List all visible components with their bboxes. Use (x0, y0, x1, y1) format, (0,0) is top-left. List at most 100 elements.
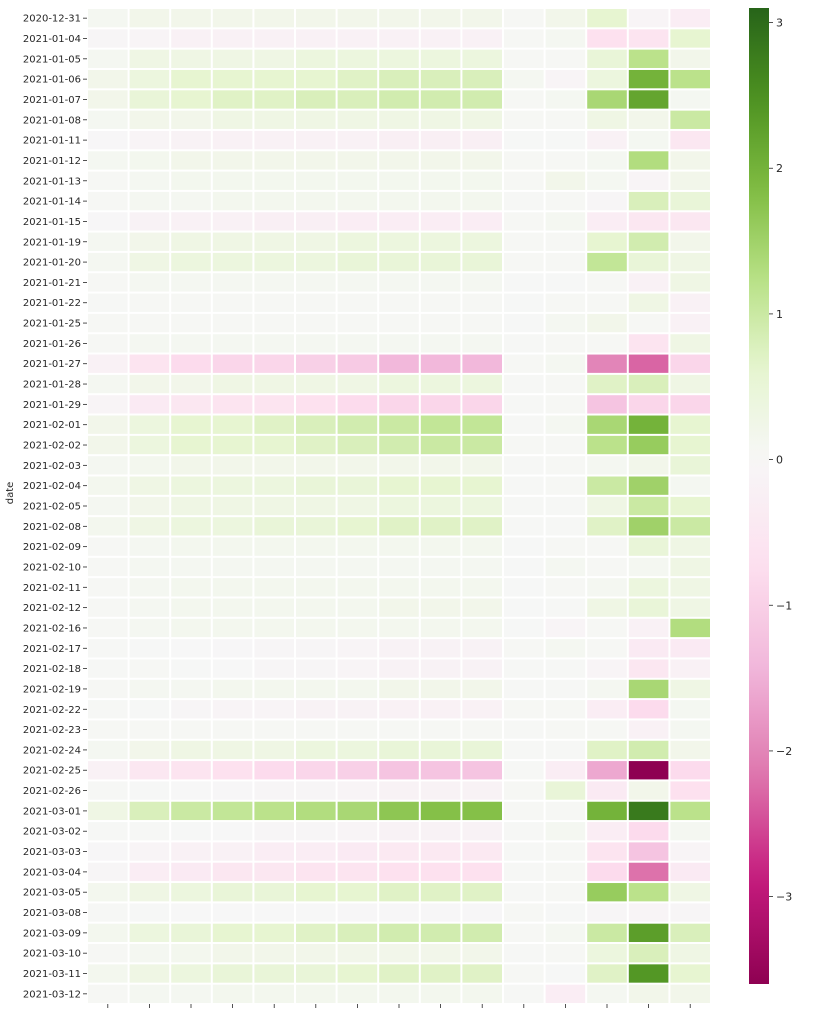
heatmap-cell (212, 496, 253, 516)
heatmap-cell (337, 354, 378, 373)
heatmap-cell (628, 984, 669, 1003)
heatmap-cell (462, 334, 502, 353)
heatmap-cell (628, 90, 669, 109)
heatmap-cell (420, 700, 461, 719)
heatmap-cell (462, 151, 502, 170)
heatmap-cell (545, 578, 586, 597)
heatmap-cell (337, 191, 378, 211)
heatmap-cell (587, 293, 627, 312)
heatmap-cell (670, 334, 710, 353)
heatmap-cell (296, 496, 336, 516)
heatmap-cell (88, 578, 128, 597)
heatmap-cell (628, 883, 669, 902)
heatmap-cell (171, 618, 211, 638)
heatmap-cell (628, 598, 669, 617)
heatmap-cell (129, 415, 170, 434)
y-tick-label: 2021-02-22 (23, 705, 81, 716)
y-tick-label: 2021-02-17 (23, 644, 81, 655)
heatmap-cell (129, 883, 170, 902)
heatmap-cell (462, 659, 502, 678)
heatmap-cell (670, 903, 710, 922)
heatmap-cell (337, 517, 378, 536)
heatmap-cell (212, 883, 253, 902)
heatmap-cell (587, 903, 627, 922)
heatmap-cell (254, 964, 294, 983)
heatmap-cell (670, 862, 710, 882)
heatmap-cell (504, 110, 544, 129)
heatmap-cell (129, 476, 170, 495)
heatmap-cell (337, 578, 378, 597)
heatmap-cell (628, 822, 669, 841)
heatmap-cell (212, 191, 253, 211)
heatmap-cell (670, 49, 710, 68)
heatmap-cell (337, 90, 378, 109)
heatmap-cell (171, 69, 211, 89)
heatmap-cell (628, 130, 669, 150)
heatmap-cell (129, 313, 170, 333)
y-tick-label: 2021-01-19 (23, 237, 81, 248)
heatmap-cell (254, 578, 294, 597)
heatmap-cell (628, 496, 669, 516)
heatmap-cell (296, 700, 336, 719)
heatmap-cell (88, 9, 128, 28)
y-tick-label: 2021-02-11 (23, 583, 81, 594)
heatmap-cell (296, 557, 336, 577)
heatmap-cell (212, 862, 253, 882)
heatmap-cell (462, 781, 502, 800)
heatmap-cell (670, 415, 710, 434)
y-tick-label: 2021-01-26 (23, 339, 81, 350)
heatmap-cell (129, 923, 170, 943)
heatmap-cell (129, 984, 170, 1003)
heatmap-cell (587, 212, 627, 231)
heatmap-cell (670, 578, 710, 597)
heatmap-cell (337, 618, 378, 638)
heatmap-cell (504, 212, 544, 231)
heatmap-cell (670, 130, 710, 150)
heatmap-cell (504, 639, 544, 658)
heatmap-cell (296, 69, 336, 89)
heatmap-cell (628, 49, 669, 68)
heatmap-cell (504, 130, 544, 150)
heatmap-cell (254, 984, 294, 1003)
heatmap-cell (545, 984, 586, 1003)
heatmap-cell (545, 537, 586, 556)
heatmap-cell (212, 618, 253, 638)
heatmap-cell (212, 557, 253, 577)
heatmap-cell (212, 598, 253, 617)
heatmap-cell (628, 517, 669, 536)
heatmap-cell (129, 29, 170, 48)
heatmap-cell (296, 944, 336, 963)
heatmap-cell (212, 354, 253, 373)
heatmap-cell (379, 9, 419, 28)
heatmap-cell (670, 883, 710, 902)
heatmap-cell (504, 720, 544, 739)
heatmap-cell (462, 252, 502, 272)
heatmap-cell (545, 476, 586, 495)
heatmap-cell (670, 110, 710, 129)
y-tick-label: 2021-02-23 (23, 725, 81, 736)
heatmap-cell (254, 659, 294, 678)
heatmap-cell (628, 29, 669, 48)
heatmap-cell (337, 740, 378, 760)
heatmap-cell (670, 273, 710, 292)
heatmap-cell (337, 964, 378, 983)
heatmap-cell (212, 110, 253, 129)
heatmap-cell (420, 354, 461, 373)
heatmap-cell (379, 883, 419, 902)
colorbar-tick-label: 2 (776, 162, 783, 175)
heatmap-cell (129, 700, 170, 719)
heatmap-cell (462, 984, 502, 1003)
heatmap-cell (212, 761, 253, 780)
heatmap-cell (337, 557, 378, 577)
heatmap-cell (254, 476, 294, 495)
heatmap-cell (670, 720, 710, 739)
heatmap-cell (420, 252, 461, 272)
heatmap-cell (212, 395, 253, 414)
heatmap-cell (420, 618, 461, 638)
heatmap-cell (420, 801, 461, 821)
heatmap-cell (462, 293, 502, 312)
heatmap-cell (337, 903, 378, 922)
heatmap-cell (504, 191, 544, 211)
heatmap-cell (379, 456, 419, 475)
heatmap-cell (379, 598, 419, 617)
